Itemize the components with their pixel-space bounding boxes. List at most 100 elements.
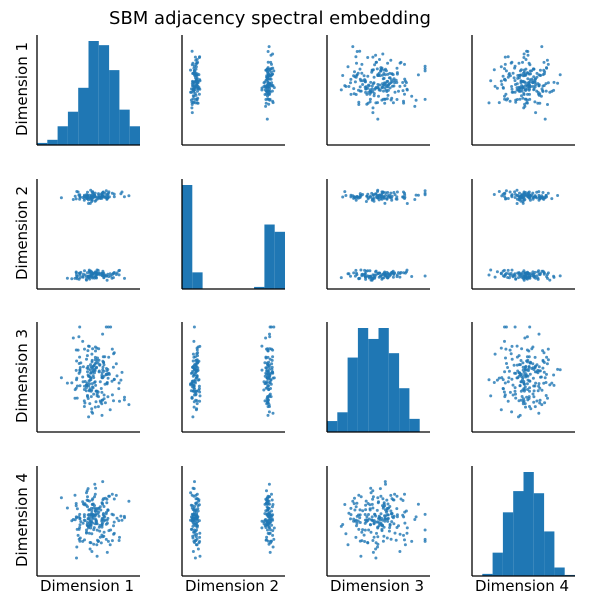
scatter-point xyxy=(521,388,525,392)
scatter-point xyxy=(556,194,560,197)
scatter-point xyxy=(537,365,541,369)
scatter-point xyxy=(381,52,385,56)
scatter-point xyxy=(87,202,90,205)
scatter-point xyxy=(392,191,396,194)
scatter-point xyxy=(262,522,266,526)
scatter-point xyxy=(385,197,389,201)
scatter-point xyxy=(195,399,199,403)
scatter-point xyxy=(271,513,275,517)
scatter-point xyxy=(191,379,195,383)
scatter-point xyxy=(123,516,126,520)
scatter-point xyxy=(85,271,89,275)
scatter-point xyxy=(537,84,541,88)
scatter-point xyxy=(512,76,516,80)
scatter-point xyxy=(269,378,273,382)
scatter-point xyxy=(127,499,131,503)
scatter-point xyxy=(193,480,196,484)
scatter-point xyxy=(375,531,378,535)
scatter-point xyxy=(381,73,384,77)
scatter-point xyxy=(122,195,126,199)
scatter-point xyxy=(510,344,514,348)
scatter-point xyxy=(493,352,497,356)
scatter-point xyxy=(100,271,104,275)
scatter-point xyxy=(356,519,360,523)
scatter-point xyxy=(386,93,390,97)
scatter-point xyxy=(531,376,535,380)
scatter-point xyxy=(367,83,370,87)
scatter-point xyxy=(525,277,529,281)
scatter-point xyxy=(93,380,97,384)
scatter-point xyxy=(268,515,272,519)
scatter-point xyxy=(271,503,275,506)
scatter-point xyxy=(194,393,198,397)
histogram-bar xyxy=(544,531,555,576)
scatter-point xyxy=(79,361,83,365)
scatter-point xyxy=(87,508,91,512)
scatter-point xyxy=(502,268,506,272)
scatter-point xyxy=(506,366,510,369)
scatter-point xyxy=(405,526,409,530)
scatter-point xyxy=(86,495,89,499)
scatter-point xyxy=(191,536,195,540)
scatter-point xyxy=(105,510,108,514)
scatter-point xyxy=(198,399,202,403)
scatter-point xyxy=(94,383,98,387)
scatter-point xyxy=(260,526,264,530)
scatter-point xyxy=(194,62,198,66)
scatter-point xyxy=(535,190,539,194)
scatter-point xyxy=(359,194,363,197)
scatter-point xyxy=(90,502,94,506)
scatter-point xyxy=(267,376,271,380)
scatter-point xyxy=(423,69,427,73)
scatter-point xyxy=(352,74,356,78)
scatter-point xyxy=(528,325,532,329)
scatter-point xyxy=(65,381,69,385)
scatter-point xyxy=(195,402,199,406)
histogram-bar xyxy=(327,421,338,432)
scatter-point xyxy=(190,106,194,110)
scatter-point xyxy=(262,85,266,89)
scatter-point xyxy=(371,495,375,499)
scatter-point xyxy=(93,191,97,195)
scatter-point xyxy=(532,395,536,399)
scatter-point xyxy=(375,67,379,71)
scatter-point xyxy=(75,507,79,511)
scatter-point xyxy=(540,87,544,91)
scatter-point xyxy=(78,384,82,388)
scatter-point xyxy=(272,526,276,530)
scatter-point xyxy=(102,393,106,397)
scatter-point xyxy=(266,60,270,64)
scatter-point xyxy=(73,276,77,280)
scatter-point xyxy=(349,195,353,199)
scatter-point xyxy=(90,194,94,197)
scatter-point xyxy=(528,389,531,393)
scatter-point xyxy=(521,361,525,365)
scatter-point xyxy=(271,533,275,537)
scatter-point xyxy=(388,71,392,75)
scatter-point xyxy=(106,376,110,380)
scatter-point xyxy=(362,74,366,78)
scatter-point xyxy=(385,536,389,540)
scatter-point xyxy=(198,554,202,558)
scatter-point xyxy=(390,198,394,202)
scatter-point xyxy=(500,194,504,198)
histogram-bar xyxy=(37,142,48,145)
scatter-point xyxy=(522,92,526,95)
scatter-point xyxy=(403,193,407,197)
scatter-point xyxy=(538,195,542,199)
scatter-point xyxy=(93,492,97,496)
scatter-point xyxy=(196,368,200,372)
scatter-point xyxy=(99,541,103,545)
scatter-point xyxy=(385,498,389,502)
scatter-point xyxy=(107,355,111,359)
scatter-point xyxy=(372,92,376,95)
scatter-point xyxy=(120,518,124,522)
scatter-point xyxy=(533,355,537,359)
scatter-panel xyxy=(471,35,575,146)
scatter-point xyxy=(522,106,526,110)
scatter-point xyxy=(98,363,102,367)
scatter-point xyxy=(504,347,508,351)
scatter-point xyxy=(514,277,518,281)
histogram-bar xyxy=(523,472,534,576)
scatter-point xyxy=(403,538,406,542)
